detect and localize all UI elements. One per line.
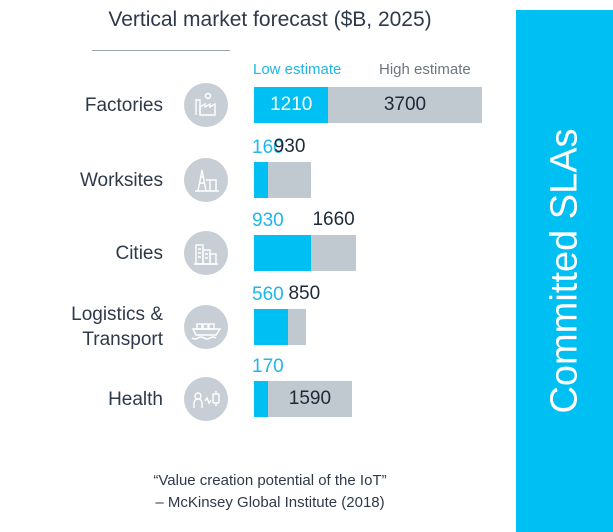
quote-text: “Value creation potential of the IoT” (153, 472, 387, 489)
bar-low-estimate (254, 381, 268, 417)
row-label-line: Factories (84, 94, 163, 116)
factory-icon (184, 83, 228, 127)
row-label: Cities (115, 241, 163, 266)
value-label-low: 160 (252, 137, 284, 158)
cargo-ship-icon (184, 305, 228, 349)
title-divider (92, 50, 230, 51)
value-label-low: 930 (252, 210, 284, 231)
row-label: Logistics & Transport (71, 302, 163, 352)
row-label-line: Transport (82, 329, 163, 350)
bar-low-estimate (254, 87, 329, 123)
value-label-high: 930 (273, 136, 306, 157)
health-devices-icon (184, 377, 228, 421)
quote-attribution: – McKinsey Global Institute (2018) (155, 494, 385, 511)
row-label-line: Worksites (79, 169, 163, 191)
legend-high-estimate: High estimate (379, 61, 471, 78)
row-label: Worksites (80, 168, 163, 193)
side-panel-label: Committed SLAs (543, 128, 585, 414)
side-panel: Committed SLAs (516, 10, 613, 532)
row-label-line: Logistics & (71, 304, 163, 325)
row-label-line: Cities (115, 242, 163, 264)
bar-low-estimate (254, 235, 312, 271)
bar-low-estimate (254, 309, 289, 345)
value-label-high: 1590 (288, 388, 332, 409)
legend-low-estimate: Low estimate (253, 61, 342, 78)
row-label: Health (108, 387, 163, 412)
source-quote: “Value creation potential of the IoT” – … (0, 470, 540, 514)
oil-rig-icon (184, 158, 228, 202)
value-label-low: 560 (252, 284, 284, 305)
row-label: Factories (85, 93, 163, 118)
value-label-low: 170 (252, 356, 284, 377)
value-label-high: 3700 (383, 94, 427, 115)
city-buildings-icon (184, 231, 228, 275)
value-label-high: 850 (288, 283, 321, 304)
value-label-high: 1660 (312, 209, 355, 230)
bar-low-estimate (254, 162, 268, 198)
row-label-line: Health (108, 388, 163, 410)
value-label-low: 1210 (270, 94, 313, 115)
bar-high-estimate (254, 381, 352, 417)
chart-title: Vertical market forecast ($B, 2025) (108, 8, 432, 31)
